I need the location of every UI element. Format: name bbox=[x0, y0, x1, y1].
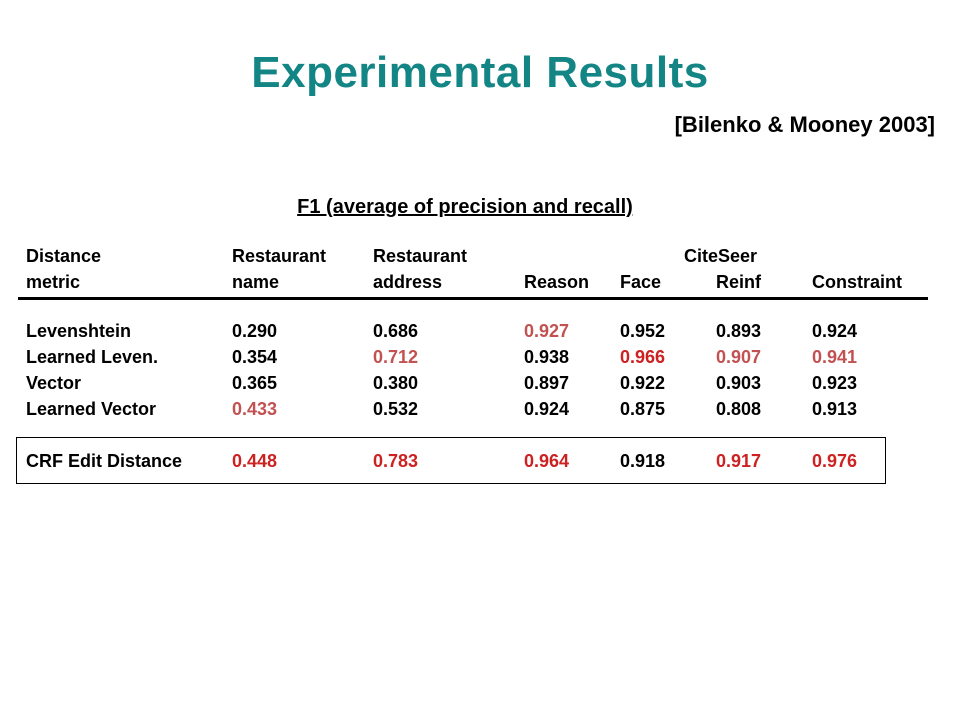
table-cell: 0.380 bbox=[373, 373, 419, 393]
table-cell-highlighted: 0.927 bbox=[524, 321, 570, 341]
table-cell: 0.903 bbox=[716, 373, 762, 393]
header-distance: Distance bbox=[26, 246, 102, 266]
header-citeseer: CiteSeer bbox=[684, 246, 758, 266]
table-cell: 0.290 bbox=[232, 321, 278, 341]
row-metric-learned-leven: Learned Leven. bbox=[26, 347, 159, 367]
table-cell-highlighted: 0.783 bbox=[373, 451, 419, 471]
table-cell: 0.365 bbox=[232, 373, 278, 393]
crf-highlight-box bbox=[16, 437, 886, 484]
row-metric-levenshtein: Levenshtein bbox=[26, 321, 132, 341]
table-cell-highlighted: 0.964 bbox=[524, 451, 570, 471]
table-caption: F1 (average of precision and recall) bbox=[297, 196, 633, 218]
table-cell-highlighted: 0.433 bbox=[232, 399, 278, 419]
header-restaurant-2: Restaurant bbox=[373, 246, 468, 266]
table-cell: 0.897 bbox=[524, 373, 570, 393]
table-cell: 0.918 bbox=[620, 451, 666, 471]
header-reason: Reason bbox=[524, 272, 590, 292]
header-face: Face bbox=[620, 272, 662, 292]
citation: [Bilenko & Mooney 2003] bbox=[674, 112, 935, 137]
table-cell-highlighted: 0.907 bbox=[716, 347, 762, 367]
row-metric-crf-edit-distance: CRF Edit Distance bbox=[26, 451, 183, 471]
header-constraint: Constraint bbox=[812, 272, 902, 292]
table-cell-highlighted: 0.941 bbox=[812, 347, 858, 367]
table-cell-highlighted: 0.966 bbox=[620, 347, 666, 367]
table-cell: 0.922 bbox=[620, 373, 666, 393]
table-cell-highlighted: 0.712 bbox=[373, 347, 419, 367]
table-cell-highlighted: 0.448 bbox=[232, 451, 278, 471]
row-metric-vector: Vector bbox=[26, 373, 82, 393]
header-divider bbox=[18, 297, 928, 300]
table-cell: 0.875 bbox=[620, 399, 666, 419]
header-name: name bbox=[232, 272, 280, 292]
table-cell: 0.913 bbox=[812, 399, 858, 419]
table-cell-highlighted: 0.917 bbox=[716, 451, 762, 471]
table-cell-highlighted: 0.976 bbox=[812, 451, 858, 471]
header-address: address bbox=[373, 272, 443, 292]
table-cell: 0.923 bbox=[812, 373, 858, 393]
header-restaurant-1: Restaurant bbox=[232, 246, 327, 266]
header-metric: metric bbox=[26, 272, 81, 292]
table-cell: 0.354 bbox=[232, 347, 278, 367]
header-reinf: Reinf bbox=[716, 272, 761, 292]
table-cell: 0.686 bbox=[373, 321, 419, 341]
slide-title: Experimental Results bbox=[251, 48, 709, 97]
table-cell: 0.808 bbox=[716, 399, 762, 419]
table-cell: 0.532 bbox=[373, 399, 419, 419]
row-metric-learned-vector: Learned Vector bbox=[26, 399, 157, 419]
table-cell: 0.924 bbox=[524, 399, 570, 419]
table-cell: 0.952 bbox=[620, 321, 666, 341]
table-cell: 0.893 bbox=[716, 321, 762, 341]
table-cell: 0.938 bbox=[524, 347, 570, 367]
table-cell: 0.924 bbox=[812, 321, 858, 341]
